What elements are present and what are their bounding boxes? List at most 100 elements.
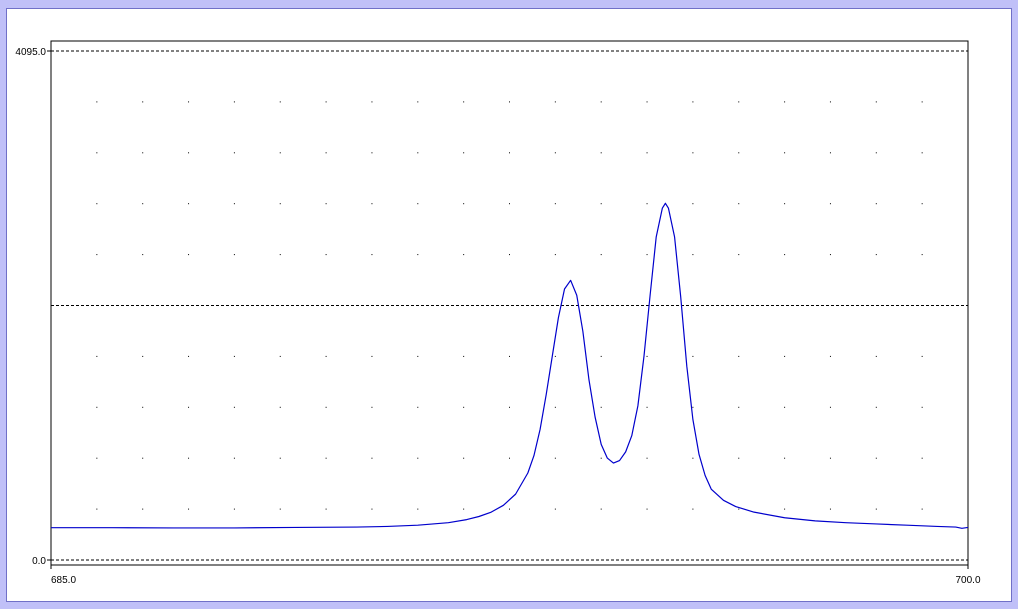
grid-dot	[417, 355, 419, 357]
grid-dot	[325, 203, 327, 205]
grid-dot	[463, 355, 465, 357]
grid-dot	[829, 254, 831, 256]
grid-dot	[921, 457, 923, 459]
grid-dot	[509, 508, 510, 510]
chart-panel: 0.0 4095.0 685.0 700.0	[6, 8, 1012, 602]
grid-dot	[692, 406, 694, 408]
grid-dot	[96, 457, 98, 459]
grid-dot	[646, 406, 648, 408]
grid-dot	[233, 355, 235, 357]
grid-dot	[325, 101, 327, 103]
grid-dot	[142, 406, 144, 408]
grid-dot	[233, 254, 235, 256]
grid-dot	[325, 355, 327, 357]
grid-dot	[509, 203, 510, 205]
grid-dot	[142, 152, 144, 154]
grid-dot	[554, 457, 556, 459]
grid-dot	[325, 406, 327, 408]
grid-dot	[417, 457, 419, 459]
grid-dot	[646, 101, 648, 103]
grid-dot	[692, 508, 694, 510]
grid-dot	[279, 152, 281, 154]
grid-dot	[554, 406, 556, 408]
grid-dot	[463, 152, 465, 154]
grid-dot	[738, 254, 740, 256]
grid-dot	[417, 152, 419, 154]
grid-dot	[142, 355, 144, 357]
grid-dot	[233, 152, 235, 154]
grid-dot	[875, 203, 877, 205]
grid-dot	[784, 101, 786, 103]
grid-dot	[554, 508, 556, 510]
grid-dot	[463, 254, 465, 256]
grid-dot	[96, 355, 98, 357]
grid-dot	[417, 254, 419, 256]
grid-dot	[463, 457, 465, 459]
grid-dot	[600, 254, 602, 256]
grid-dot	[829, 406, 831, 408]
grid-dot	[784, 254, 786, 256]
grid-dot	[875, 101, 877, 103]
grid-dot	[921, 203, 923, 205]
grid-dot	[646, 508, 648, 510]
grid-dot	[738, 355, 740, 357]
spectrum-line	[51, 202, 969, 529]
grid-dot	[646, 203, 648, 205]
grid-dot	[600, 203, 602, 205]
grid-dot	[233, 406, 235, 408]
grid-dot	[142, 457, 144, 459]
grid-dot	[417, 203, 419, 205]
grid-dot	[371, 406, 373, 408]
grid-dot	[188, 457, 190, 459]
grid-dot	[921, 101, 923, 103]
grid-dot	[554, 254, 556, 256]
grid-dot	[875, 457, 877, 459]
grid-dot	[692, 203, 694, 205]
dashed-reference-lines	[51, 50, 968, 561]
grid-dot	[600, 457, 602, 459]
grid-dot	[509, 457, 510, 459]
grid-dot	[554, 152, 556, 154]
grid-dot	[371, 254, 373, 256]
grid-dot	[646, 355, 648, 357]
grid-dot	[921, 355, 923, 357]
grid-dot	[921, 254, 923, 256]
grid-dot	[279, 203, 281, 205]
grid-dot	[875, 152, 877, 154]
grid-dot	[738, 203, 740, 205]
grid-dot	[509, 152, 510, 154]
grid-dot	[829, 457, 831, 459]
grid-dot	[371, 508, 373, 510]
grid-dot	[554, 203, 556, 205]
grid-dot	[233, 203, 235, 205]
grid-dot	[96, 203, 98, 205]
grid-dot	[279, 457, 281, 459]
grid-dot	[509, 406, 510, 408]
grid-dot	[371, 203, 373, 205]
grid-dot	[325, 508, 327, 510]
grid-dot	[371, 152, 373, 154]
grid-dot	[142, 254, 144, 256]
grid-dot	[142, 101, 144, 103]
grid-dot	[371, 355, 373, 357]
grid-dot	[279, 406, 281, 408]
grid-dot	[692, 101, 694, 103]
grid-dot	[875, 508, 877, 510]
spectrum-chart: 0.0 4095.0 685.0 700.0	[15, 40, 981, 586]
grid-dot	[142, 508, 144, 510]
grid-dot	[921, 406, 923, 408]
grid-dot	[646, 254, 648, 256]
grid-dot	[188, 254, 190, 256]
y-axis: 0.0 4095.0	[15, 47, 51, 567]
x-tick-label: 700.0	[955, 575, 980, 586]
grid-dot	[233, 101, 235, 103]
grid-dot	[188, 152, 190, 154]
y-tick-label: 4095.0	[15, 47, 46, 58]
grid-dot	[692, 152, 694, 154]
grid-dot	[463, 406, 465, 408]
grid-dot	[829, 508, 831, 510]
grid-dot	[784, 508, 786, 510]
grid-dot	[600, 406, 602, 408]
grid-dot	[96, 406, 98, 408]
y-tick-label: 0.0	[32, 556, 46, 567]
